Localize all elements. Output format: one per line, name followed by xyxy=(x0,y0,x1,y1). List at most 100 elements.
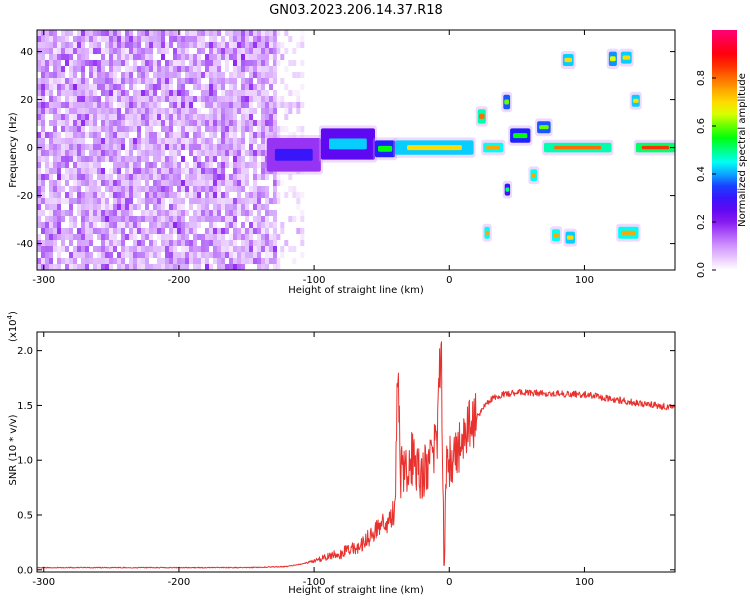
spectrogram-cell xyxy=(233,66,237,72)
spectrogram-cell xyxy=(221,264,225,270)
spectrogram-cell xyxy=(213,198,217,204)
spectrogram-cell xyxy=(245,168,249,174)
spectrogram-cell xyxy=(109,48,113,54)
spectrogram-cell xyxy=(65,198,69,204)
spectrogram-cell xyxy=(65,168,69,174)
spectrogram-cell xyxy=(253,60,257,66)
spectrogram-cell xyxy=(41,102,45,108)
spectrogram-cell xyxy=(209,144,213,150)
spectrogram-cell xyxy=(137,36,141,42)
spectrogram-cell xyxy=(97,162,101,168)
spectrogram-cell xyxy=(145,252,149,258)
spectrogram-cell xyxy=(129,258,133,264)
spectrogram-cell xyxy=(117,144,121,150)
spectrogram-cell xyxy=(261,192,265,198)
spectrogram-band-core xyxy=(554,145,602,150)
spectrogram-cell xyxy=(145,30,149,36)
spectrogram-cell xyxy=(284,240,289,246)
spectrogram-cell xyxy=(209,168,213,174)
spectrogram-cell xyxy=(125,96,129,102)
spectrogram-cell xyxy=(169,258,173,264)
spectrogram-cell xyxy=(193,264,197,270)
spectrogram-cell xyxy=(161,258,165,264)
spectrogram-cell xyxy=(81,48,85,54)
spectrogram-cell xyxy=(89,168,93,174)
spectrogram-cell xyxy=(129,234,133,240)
spectrogram-cell xyxy=(237,120,241,126)
spectrogram-cell xyxy=(284,108,289,114)
spectrogram-cell xyxy=(265,60,269,66)
spectrogram-cell xyxy=(193,60,197,66)
spectrogram-cell xyxy=(101,84,105,90)
spectrogram-cell xyxy=(113,258,117,264)
spectrogram-cell xyxy=(253,84,257,90)
spectrogram-cell xyxy=(157,186,161,192)
spectrogram-cell xyxy=(73,246,77,252)
spectrogram-cell xyxy=(85,120,89,126)
spectrogram-cell xyxy=(41,60,45,66)
spectrogram-cell xyxy=(57,66,61,72)
spectrogram-cell xyxy=(280,78,285,84)
spectrogram-cell xyxy=(117,60,121,66)
spectrogram-cell xyxy=(57,96,61,102)
spectrogram-cell xyxy=(229,204,233,210)
spectrogram-cell xyxy=(37,96,41,102)
spectrogram-cell xyxy=(53,156,57,162)
spectrogram-cell xyxy=(129,72,133,78)
spectrogram-cell xyxy=(241,168,245,174)
spectrogram-cell xyxy=(181,234,185,240)
spectrogram-cell xyxy=(229,48,233,54)
spectrogram-cell xyxy=(61,210,65,216)
spectrogram-cell xyxy=(237,102,241,108)
spectrogram-cell xyxy=(85,246,89,252)
spectrogram-cell xyxy=(225,240,229,246)
spectrogram-cell xyxy=(117,240,121,246)
spectrogram-cell xyxy=(185,246,189,252)
spectrogram-cell xyxy=(45,222,49,228)
spectrogram-cell xyxy=(53,198,57,204)
spectrogram-cell xyxy=(41,186,45,192)
snr-series-line xyxy=(37,341,675,569)
spectrogram-cell xyxy=(197,96,201,102)
spectrogram-cell xyxy=(97,132,101,138)
spectrogram-cell xyxy=(249,192,253,198)
spectrogram-cell xyxy=(49,120,53,126)
spectrogram-cell xyxy=(41,246,45,252)
spectrogram-cell xyxy=(77,114,81,120)
spectrogram-cell xyxy=(265,120,269,126)
spectrogram-cell xyxy=(57,192,61,198)
spectrogram-cell xyxy=(161,168,165,174)
spectrogram-cell xyxy=(185,42,189,48)
spectrogram-cell xyxy=(261,186,265,192)
spectrogram-cell xyxy=(125,78,129,84)
spectrogram-cell xyxy=(193,186,197,192)
spectrogram-cell xyxy=(93,42,97,48)
spectrogram-cell xyxy=(69,132,73,138)
spectrogram-cell xyxy=(221,120,225,126)
spectrogram-cell xyxy=(197,144,201,150)
spectrogram-cell xyxy=(249,36,253,42)
spectrogram-cell xyxy=(253,156,257,162)
spectrogram-cell xyxy=(233,30,237,36)
spectrogram-cell xyxy=(165,264,169,270)
spectrogram-cell xyxy=(85,30,89,36)
spectrogram-cell xyxy=(173,156,177,162)
spectrogram-cell xyxy=(121,72,125,78)
spectrogram-cell xyxy=(65,108,69,114)
spectrogram-cell xyxy=(105,210,109,216)
spectrogram-cell xyxy=(276,132,281,138)
spectrogram-cell xyxy=(61,162,65,168)
spectrogram-cell xyxy=(217,138,221,144)
spectrogram-cell xyxy=(189,228,193,234)
spectrogram-cell xyxy=(45,240,49,246)
spectrogram-cell xyxy=(81,174,85,180)
spectrogram-cell xyxy=(149,126,153,132)
spectrogram-cell xyxy=(233,216,237,222)
spectrogram-cell xyxy=(61,246,65,252)
spectrogram-cell xyxy=(45,66,49,72)
spectrogram-cell xyxy=(69,204,73,210)
spectrogram-cell xyxy=(249,210,253,216)
spectrogram-cell xyxy=(265,264,269,270)
spectrogram-cell xyxy=(300,252,305,258)
spectrogram-cell xyxy=(296,42,301,48)
